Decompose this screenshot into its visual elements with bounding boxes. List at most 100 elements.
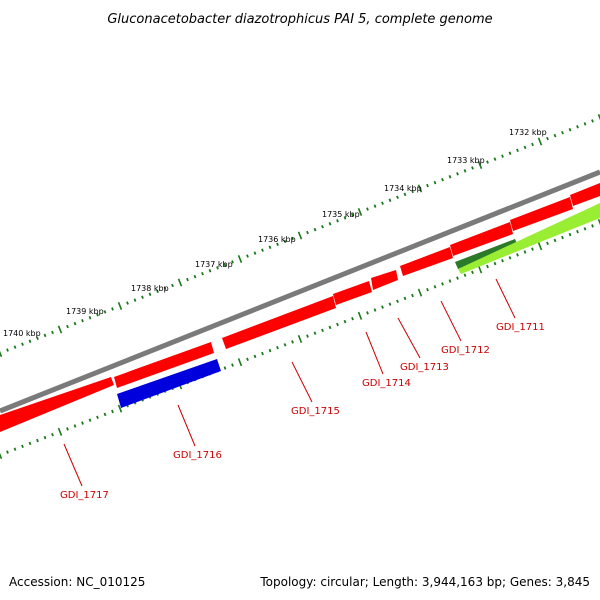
ruler-label-1737: 1737 kbp: [195, 260, 233, 269]
gene-gdi-1714-feature[interactable]: [333, 281, 372, 305]
outer-ruler-tick: [456, 172, 459, 176]
gene-gdi-1711-neighbor-feature[interactable]: [510, 197, 573, 231]
outer-ruler-tick: [313, 227, 317, 232]
gene-label-gdi-1716[interactable]: GDI_1716: [173, 450, 222, 461]
ruler-label-1732: 1732 kbp: [509, 128, 547, 137]
inner-ruler-tick: [441, 282, 444, 286]
outer-ruler-tick: [246, 254, 249, 258]
inner-ruler-tick: [537, 242, 543, 251]
outer-ruler-tick: [373, 204, 377, 208]
inner-ruler-tick: [523, 250, 527, 254]
inner-ruler-tick: [433, 285, 437, 289]
inner-ruler-tick: [486, 264, 489, 269]
inner-ruler-tick: [417, 288, 423, 297]
inner-ruler-tick: [516, 253, 519, 257]
inner-ruler-tick: [57, 427, 63, 436]
inner-ruler-tick: [343, 319, 347, 324]
outer-ruler-tick: [493, 157, 497, 161]
ruler-label-1738: 1738 kbp: [131, 284, 169, 293]
inner-ruler-tick: [553, 238, 557, 243]
outer-ruler-tick: [297, 231, 303, 240]
inner-ruler-tick: [43, 435, 47, 440]
inner-ruler-tick: [403, 296, 407, 301]
outer-ruler-tick: [357, 207, 363, 217]
outer-ruler-tick: [576, 125, 579, 129]
gene-label-gdi-1713[interactable]: GDI_1713: [400, 362, 449, 373]
inner-ruler-tick: [561, 235, 564, 240]
gene-gdi-1716-feature[interactable]: [117, 359, 221, 408]
outer-ruler-tick: [597, 113, 600, 121]
outer-ruler-tick: [283, 239, 287, 244]
outer-ruler-tick: [193, 274, 197, 279]
outer-ruler-tick: [561, 130, 564, 135]
outer-ruler-tick: [366, 207, 369, 211]
inner-ruler-tick: [283, 343, 287, 347]
genome-backbone: [0, 169, 600, 414]
gene-gdi-1711-feature[interactable]: [458, 203, 600, 274]
gene-label-gdi-1712[interactable]: GDI_1712: [441, 345, 490, 356]
outer-ruler-tick: [591, 119, 594, 123]
inner-ruler-tick: [336, 322, 339, 327]
outer-ruler-tick: [426, 183, 429, 188]
inner-ruler-tick: [576, 229, 579, 234]
outer-ruler-tick: [133, 298, 137, 302]
inner-ruler-tick: [21, 444, 24, 449]
outer-ruler-tick: [177, 278, 183, 287]
gene-gdi-1711-feature-dark[interactable]: [455, 239, 518, 269]
inner-ruler-tick: [88, 418, 92, 422]
outer-ruler-tick: [73, 321, 77, 326]
inner-ruler-tick: [321, 328, 324, 333]
gene-features: [0, 183, 600, 432]
outer-ruler-tick: [321, 224, 324, 229]
outer-ruler-tick: [156, 289, 159, 294]
outer-ruler-tick: [253, 251, 257, 255]
outer-ruler-tick: [403, 192, 407, 197]
outer-ruler-tick: [57, 325, 63, 334]
inner-ruler-tick: [388, 302, 392, 306]
gene-edge-feature[interactable]: [570, 183, 600, 206]
inner-ruler-tick: [6, 450, 9, 454]
accession-text: Accession: NC_010125: [9, 575, 145, 589]
outer-ruler-tick: [51, 330, 54, 335]
gene-gdi-1716-neighbor-feature[interactable]: [114, 342, 214, 388]
outer-ruler-tick: [186, 277, 189, 282]
inner-ruler-tick: [268, 348, 272, 353]
inner-ruler-tick: [591, 224, 594, 228]
inner-ruler-tick: [351, 316, 354, 321]
gene-gdi-1713-feature[interactable]: [371, 270, 398, 290]
inner-ruler-tick: [456, 276, 459, 280]
gene-gdi-1712-feature[interactable]: [450, 222, 513, 256]
inner-ruler-tick: [291, 340, 294, 344]
inner-ruler-tick: [253, 354, 257, 359]
inner-ruler-tick: [568, 232, 572, 237]
inner-ruler-tick: [501, 258, 504, 263]
inner-ruler-tick: [223, 366, 227, 370]
outer-ruler-tick: [291, 236, 294, 241]
outer-ruler-tick: [306, 230, 309, 235]
inner-ruler-ticks: [0, 218, 600, 460]
outer-ruler-tick: [471, 166, 474, 170]
gene-gdi-1715-feature[interactable]: [222, 296, 336, 349]
gene-label-gdi-1715[interactable]: GDI_1715: [291, 406, 340, 417]
inner-ruler-tick: [426, 287, 429, 292]
gene-label-gdi-1711[interactable]: GDI_1711: [496, 322, 545, 333]
inner-ruler-tick: [448, 279, 452, 283]
inner-ruler-tick: [66, 427, 69, 431]
inner-ruler-tick: [583, 227, 587, 231]
inner-ruler-tick: [493, 261, 497, 266]
leader-gdi-1713: [397, 317, 421, 359]
outer-ruler-tick: [523, 145, 527, 150]
outer-ruler-tick: [501, 154, 504, 158]
inner-ruler-tick: [381, 305, 384, 309]
outer-ruler-tick: [508, 151, 512, 155]
outer-ruler-tick: [117, 301, 123, 311]
gene-label-gdi-1714[interactable]: GDI_1714: [362, 378, 411, 389]
inner-ruler-tick: [117, 404, 123, 413]
gene-gdi-1717-feature[interactable]: [0, 377, 114, 432]
outer-ruler-tick: [411, 189, 414, 194]
inner-ruler-tick: [73, 424, 77, 428]
inner-ruler-tick: [246, 357, 249, 362]
gene-label-gdi-1717[interactable]: GDI_1717: [60, 490, 109, 501]
gene-gdi-1712-neighbor-feature[interactable]: [400, 247, 453, 276]
inner-ruler-tick: [366, 311, 369, 315]
